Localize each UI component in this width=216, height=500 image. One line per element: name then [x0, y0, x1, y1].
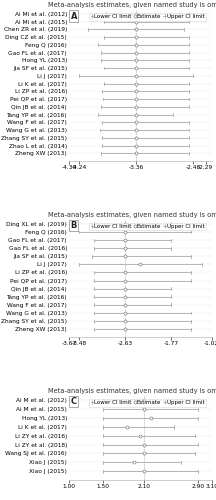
- Legend: Lower CI limit, Estimate, Upper CI limit: Lower CI limit, Estimate, Upper CI limit: [89, 399, 206, 406]
- Text: C: C: [71, 397, 77, 406]
- Text: A: A: [71, 12, 77, 20]
- Title: Meta-analysis estimates, given named study is omitted: Meta-analysis estimates, given named stu…: [48, 388, 216, 394]
- Title: Meta-analysis estimates, given named study is omitted: Meta-analysis estimates, given named stu…: [48, 212, 216, 218]
- Legend: Lower CI limit, Estimate, Upper CI limit: Lower CI limit, Estimate, Upper CI limit: [89, 222, 206, 230]
- Text: B: B: [71, 221, 77, 230]
- Legend: Lower CI limit, Estimate, Upper CI limit: Lower CI limit, Estimate, Upper CI limit: [89, 13, 206, 20]
- Title: Meta-analysis estimates, given named study is omitted: Meta-analysis estimates, given named stu…: [48, 2, 216, 8]
